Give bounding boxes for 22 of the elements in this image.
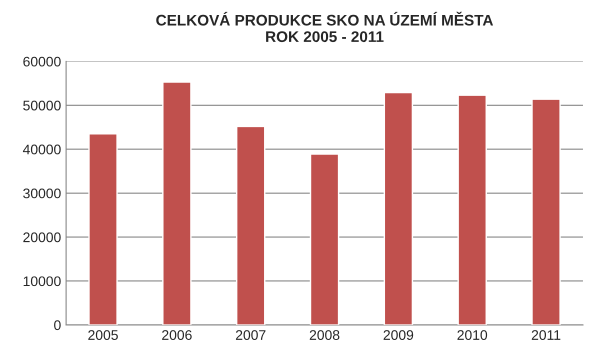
chart-title: CELKOVÁ PRODUKCE SKO NA ÚZEMÍ MĚSTA ROK 2005 - 2011 <box>156 12 494 42</box>
y-tick-label: 60000 <box>23 56 61 67</box>
x-tick-label: 2009 <box>384 330 414 340</box>
y-tick-label: 30000 <box>23 188 61 198</box>
x-tick-label: 2005 <box>88 330 118 340</box>
bar <box>236 126 266 325</box>
bar <box>531 98 561 325</box>
bar <box>457 94 487 325</box>
y-tick-label: 0 <box>54 320 61 330</box>
x-tick-label: 2008 <box>310 330 340 340</box>
y-tick-label: 10000 <box>24 276 61 286</box>
x-tick-label: 2007 <box>236 330 266 340</box>
y-tick-label: 20000 <box>23 232 61 242</box>
y-tick-label: 40000 <box>22 144 61 154</box>
x-tick-label: 2011 <box>532 330 560 340</box>
x-tick-label: 2006 <box>162 330 192 340</box>
bar <box>88 133 118 325</box>
bar <box>310 153 340 325</box>
y-tick-label: 50000 <box>23 100 61 110</box>
x-tick-label: 2010 <box>457 330 488 340</box>
bar <box>162 81 192 325</box>
bar <box>384 92 414 325</box>
